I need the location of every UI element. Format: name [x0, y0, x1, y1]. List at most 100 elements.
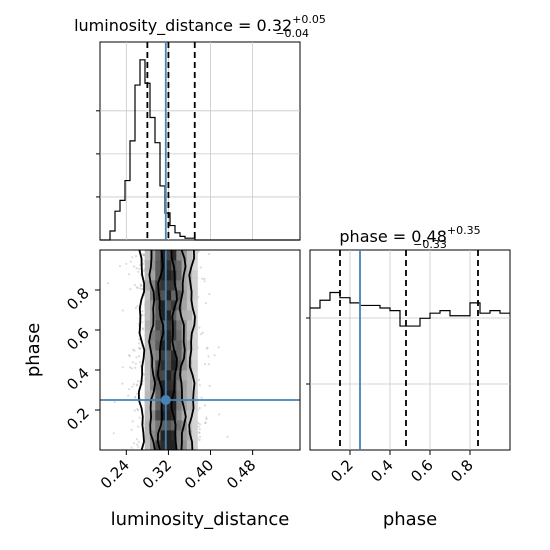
density-cell — [171, 280, 177, 291]
density-cell — [165, 310, 172, 321]
histogram-2-y-ticks — [306, 317, 310, 385]
density-cell — [150, 380, 156, 391]
density-cell — [192, 360, 198, 371]
scatter-point — [138, 338, 141, 341]
density-cell — [144, 380, 151, 391]
density-cell — [176, 330, 182, 341]
scatter-point — [199, 435, 202, 438]
scatter-point — [213, 354, 216, 357]
luminosity-distance-histogram-line — [100, 59, 300, 241]
joint-ytick-label-0: 0.2 — [63, 404, 93, 434]
density-cell — [155, 250, 161, 261]
density-cell — [150, 430, 156, 441]
density-cell — [165, 320, 172, 331]
scatter-point — [139, 361, 142, 364]
density-cell — [144, 310, 151, 321]
scatter-point — [132, 383, 135, 386]
density-cell — [144, 430, 151, 441]
density-cell — [150, 270, 156, 281]
density-cell — [192, 440, 198, 450]
scatter-point — [138, 347, 141, 350]
contour-level-0-side-0 — [138, 250, 146, 450]
density-cell — [171, 360, 177, 371]
density-cell — [160, 410, 167, 421]
scatter-point — [127, 273, 131, 276]
luminosity-distance-quantile-lines — [146, 42, 196, 240]
scatter-point — [141, 310, 144, 313]
scatter-point — [207, 355, 210, 358]
joint-x-ticks: 0.24 0.32 0.40 0.48 — [97, 450, 259, 492]
scatter-point — [203, 277, 206, 280]
density-cell — [192, 400, 198, 411]
scatter-point — [203, 363, 207, 366]
density-cell — [192, 330, 198, 341]
density-cell — [160, 420, 167, 431]
scatter-point — [143, 269, 146, 272]
density-cell — [176, 380, 182, 391]
density-cell — [160, 350, 167, 361]
density-cell — [176, 290, 182, 301]
scatter-point — [203, 404, 207, 407]
density-cell — [192, 350, 198, 361]
histogram-2-xtick-label-1: 0.4 — [367, 456, 397, 486]
density-cell — [171, 320, 177, 331]
density-cell — [176, 350, 182, 361]
density-cell — [165, 280, 172, 291]
density-cell — [181, 300, 188, 311]
density-cell — [186, 330, 193, 341]
density-cell — [144, 360, 151, 371]
scatter-point — [138, 342, 141, 345]
density-cell — [186, 400, 193, 411]
scatter-point — [129, 260, 132, 263]
density-cell — [192, 260, 198, 271]
scatter-point — [112, 432, 115, 435]
scatter-point — [130, 428, 133, 431]
density-cell — [176, 250, 182, 261]
density-cell — [144, 420, 151, 431]
density-cell — [155, 290, 161, 301]
scatter-point — [208, 384, 211, 388]
density-cell — [171, 250, 177, 261]
density-cell — [181, 250, 188, 261]
density-cell — [165, 330, 172, 341]
scatter-point — [132, 442, 136, 445]
density-cell — [181, 360, 188, 371]
density-cell — [171, 310, 177, 321]
density-cell — [192, 370, 198, 381]
density-cell — [165, 350, 172, 361]
scatter-point — [132, 265, 136, 268]
phase-minus-error: −0.33 — [413, 238, 447, 251]
luminosity-distance-minus-error: −0.04 — [275, 27, 309, 40]
density-cell — [171, 330, 177, 341]
density-cell — [160, 400, 167, 411]
scatter-point — [204, 421, 207, 424]
scatter-point — [198, 378, 201, 381]
density-cell — [165, 300, 172, 311]
density-cell — [192, 300, 198, 311]
density-cell — [144, 370, 151, 381]
density-cell — [186, 280, 193, 291]
density-cell — [181, 310, 188, 321]
histogram-1-y-ticks — [96, 110, 100, 198]
scatter-point — [135, 438, 138, 441]
density-cell — [150, 330, 156, 341]
density-cell — [165, 440, 172, 450]
density-cell — [150, 420, 156, 431]
scatter-point — [141, 313, 144, 317]
scatter-point — [138, 267, 141, 270]
phase-quantile-lines — [339, 250, 479, 450]
density-cell — [181, 290, 188, 301]
density-cell — [160, 370, 167, 381]
density-cell — [171, 290, 177, 301]
scatter-point — [130, 367, 133, 370]
density-cell — [171, 400, 177, 411]
scatter-point — [198, 326, 201, 329]
density-cell — [176, 440, 182, 450]
scatter-point — [140, 284, 143, 287]
scatter-point — [200, 396, 203, 399]
density-cell — [165, 340, 172, 351]
scatter-point — [137, 346, 141, 350]
scatter-point — [134, 366, 137, 369]
joint-xtick-label-0: 0.24 — [97, 456, 133, 492]
scatter-point — [141, 328, 145, 331]
